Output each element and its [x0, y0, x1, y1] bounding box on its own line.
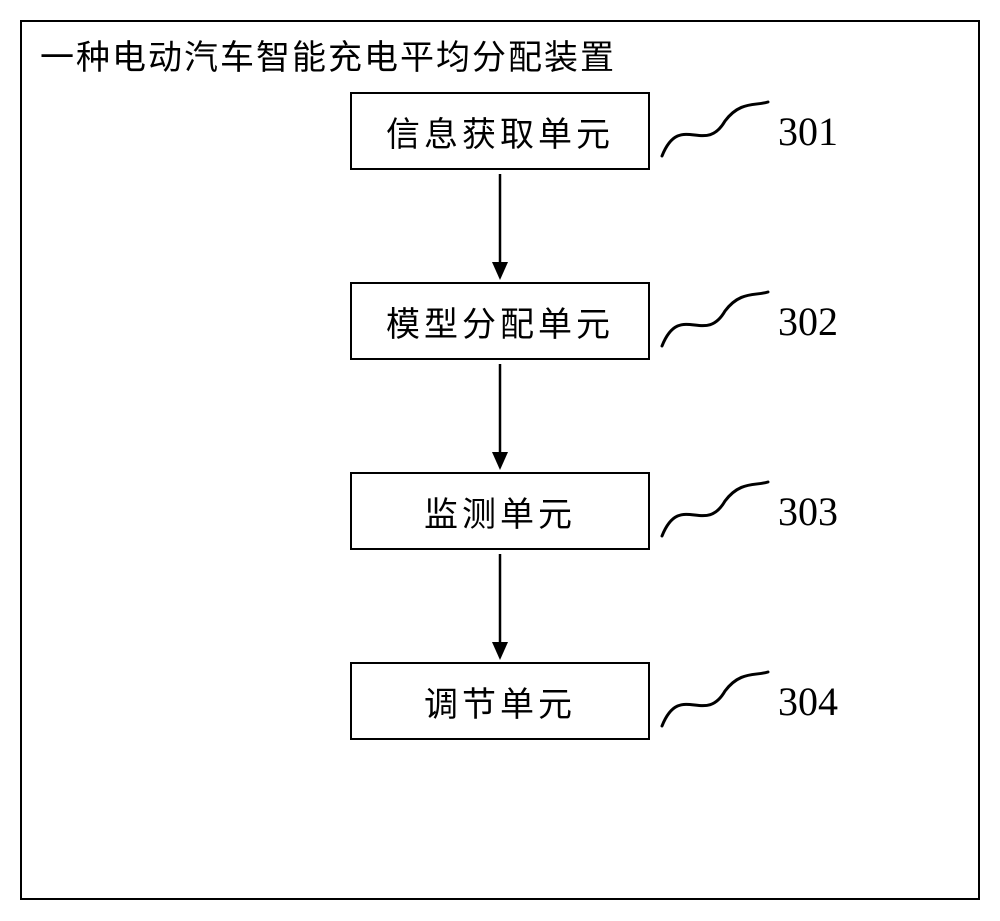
callout-curve-icon [660, 286, 770, 356]
callout: 302 [660, 286, 838, 356]
arrow [485, 550, 515, 662]
node-monitoring: 监测单元 [350, 472, 650, 550]
reference-number: 302 [778, 298, 838, 345]
node-row: 模型分配单元 302 [350, 282, 650, 360]
diagram-title: 一种电动汽车智能充电平均分配装置 [40, 30, 616, 79]
callout-curve-icon [660, 96, 770, 166]
callout: 303 [660, 476, 838, 546]
node-adjustment: 调节单元 [350, 662, 650, 740]
callout-curve-icon [660, 666, 770, 736]
arrow [485, 360, 515, 472]
node-row: 监测单元 303 [350, 472, 650, 550]
reference-number: 303 [778, 488, 838, 535]
arrow-down-icon [485, 550, 515, 662]
arrow-down-icon [485, 170, 515, 282]
node-label: 监测单元 [424, 487, 576, 536]
node-row: 信息获取单元 301 [350, 92, 650, 170]
reference-number: 304 [778, 678, 838, 725]
node-label: 调节单元 [424, 677, 576, 726]
node-label: 模型分配单元 [386, 297, 614, 346]
node-row: 调节单元 304 [350, 662, 650, 740]
callout-curve-icon [660, 476, 770, 546]
flow-container: 信息获取单元 301 模型分配单元 302 [22, 92, 978, 740]
node-info-acquisition: 信息获取单元 [350, 92, 650, 170]
node-model-allocation: 模型分配单元 [350, 282, 650, 360]
arrow [485, 170, 515, 282]
node-label: 信息获取单元 [386, 107, 614, 156]
diagram-frame: 一种电动汽车智能充电平均分配装置 信息获取单元 301 模型分配单元 [20, 20, 980, 900]
arrow-down-icon [485, 360, 515, 472]
reference-number: 301 [778, 108, 838, 155]
callout: 301 [660, 96, 838, 166]
callout: 304 [660, 666, 838, 736]
